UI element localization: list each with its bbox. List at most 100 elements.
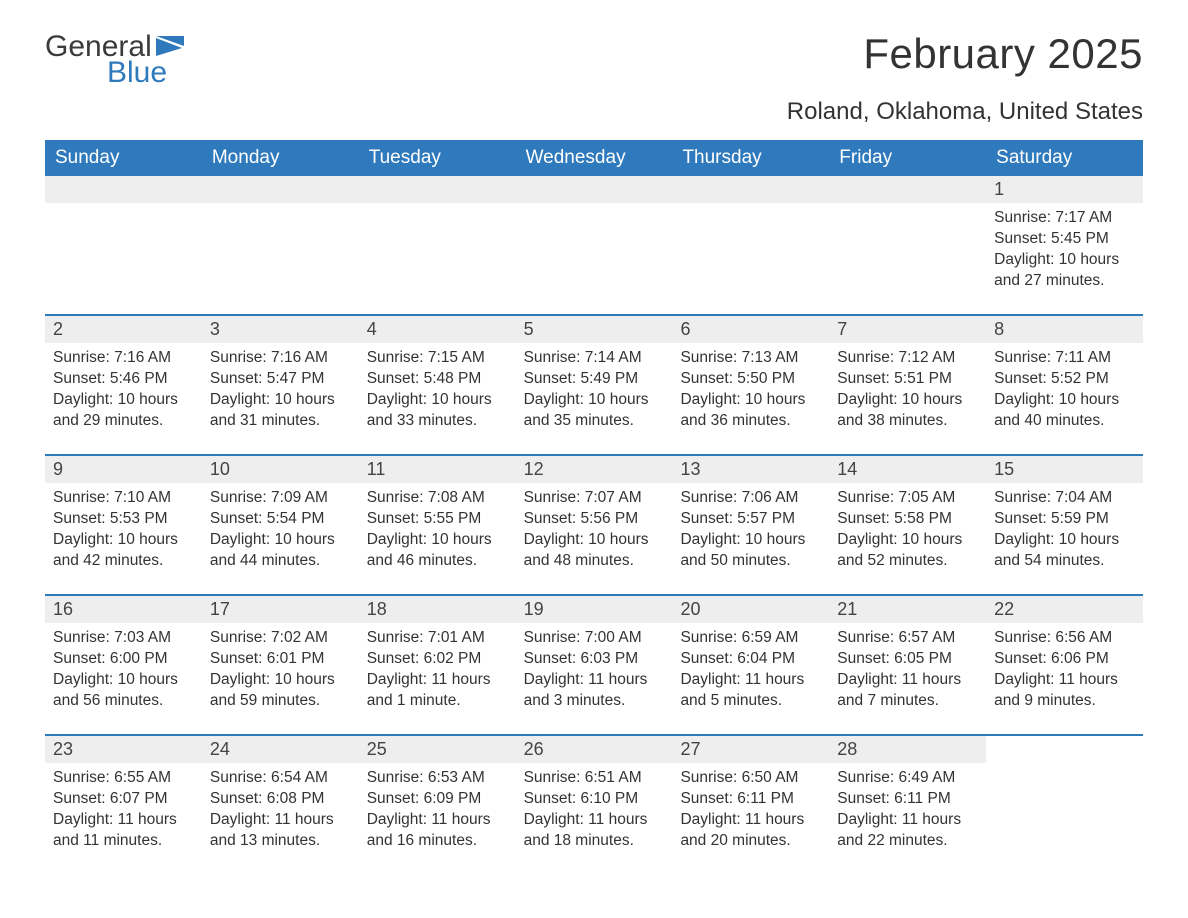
sunset-text: Sunset: 6:04 PM (680, 649, 821, 670)
day-number: 1 (986, 176, 1143, 203)
sunrise-text: Sunrise: 7:07 AM (524, 488, 665, 509)
daylight-text: Daylight: 10 hours and 52 minutes. (837, 530, 978, 572)
weekday-thursday: Thursday (672, 140, 829, 176)
sunset-text: Sunset: 6:05 PM (837, 649, 978, 670)
day-number (986, 736, 1143, 763)
sunset-text: Sunset: 6:11 PM (837, 789, 978, 810)
day-number: 24 (202, 736, 359, 763)
daylight-text: Daylight: 10 hours and 50 minutes. (680, 530, 821, 572)
day-24: 24Sunrise: 6:54 AMSunset: 6:08 PMDayligh… (202, 736, 359, 874)
day-number: 9 (45, 456, 202, 483)
sunrise-text: Sunrise: 7:13 AM (680, 348, 821, 369)
sunrise-text: Sunrise: 7:12 AM (837, 348, 978, 369)
day-number: 18 (359, 596, 516, 623)
sunset-text: Sunset: 6:09 PM (367, 789, 508, 810)
sunset-text: Sunset: 5:45 PM (994, 229, 1135, 250)
daylight-text: Daylight: 10 hours and 56 minutes. (53, 670, 194, 712)
day-details: Sunrise: 6:56 AMSunset: 6:06 PMDaylight:… (986, 623, 1143, 720)
day-number (829, 176, 986, 203)
day-number: 20 (672, 596, 829, 623)
day-details: Sunrise: 7:05 AMSunset: 5:58 PMDaylight:… (829, 483, 986, 580)
day-18: 18Sunrise: 7:01 AMSunset: 6:02 PMDayligh… (359, 596, 516, 734)
day-7: 7 Sunrise: 7:12 AMSunset: 5:51 PMDaylight… (829, 316, 986, 454)
daylight-text: Daylight: 11 hours and 5 minutes. (680, 670, 821, 712)
day-number: 3 (202, 316, 359, 343)
daylight-text: Daylight: 10 hours and 46 minutes. (367, 530, 508, 572)
day-12: 12Sunrise: 7:07 AMSunset: 5:56 PMDayligh… (516, 456, 673, 594)
day-2: 2Sunrise: 7:16 AMSunset: 5:46 PMDaylight… (45, 316, 202, 454)
daylight-text: Daylight: 10 hours and 27 minutes. (994, 250, 1135, 292)
weekday-monday: Monday (202, 140, 359, 176)
calendar: SundayMondayTuesdayWednesdayThursdayFrid… (45, 140, 1143, 874)
day-number: 25 (359, 736, 516, 763)
day-15: 15Sunrise: 7:04 AMSunset: 5:59 PMDayligh… (986, 456, 1143, 594)
day-number: 27 (672, 736, 829, 763)
sunrise-text: Sunrise: 6:54 AM (210, 768, 351, 789)
day-empty (672, 176, 829, 314)
day-8: 8Sunrise: 7:11 AMSunset: 5:52 PMDaylight… (986, 316, 1143, 454)
brand-logo: General Blue (45, 30, 184, 90)
day-details: Sunrise: 7:08 AMSunset: 5:55 PMDaylight:… (359, 483, 516, 580)
day-details: Sunrise: 6:51 AMSunset: 6:10 PMDaylight:… (516, 763, 673, 860)
day-number: 17 (202, 596, 359, 623)
day-empty (45, 176, 202, 314)
sunrise-text: Sunrise: 6:50 AM (680, 768, 821, 789)
sunset-text: Sunset: 5:49 PM (524, 369, 665, 390)
week-row: 9Sunrise: 7:10 AMSunset: 5:53 PMDaylight… (45, 454, 1143, 594)
sunrise-text: Sunrise: 6:56 AM (994, 628, 1135, 649)
day-number: 11 (359, 456, 516, 483)
daylight-text: Daylight: 10 hours and 36 minutes. (680, 390, 821, 432)
day-number (202, 176, 359, 203)
daylight-text: Daylight: 10 hours and 54 minutes. (994, 530, 1135, 572)
sunset-text: Sunset: 6:03 PM (524, 649, 665, 670)
sunrise-text: Sunrise: 7:16 AM (53, 348, 194, 369)
day-number (516, 176, 673, 203)
day-details: Sunrise: 7:11 AMSunset: 5:52 PMDaylight:… (986, 343, 1143, 440)
weekday-sunday: Sunday (45, 140, 202, 176)
day-16: 16Sunrise: 7:03 AMSunset: 6:00 PMDayligh… (45, 596, 202, 734)
day-details: Sunrise: 6:59 AMSunset: 6:04 PMDaylight:… (672, 623, 829, 720)
day-23: 23Sunrise: 6:55 AMSunset: 6:07 PMDayligh… (45, 736, 202, 874)
sunrise-text: Sunrise: 6:53 AM (367, 768, 508, 789)
day-details: Sunrise: 7:16 AMSunset: 5:46 PMDaylight:… (45, 343, 202, 440)
day-11: 11Sunrise: 7:08 AMSunset: 5:55 PMDayligh… (359, 456, 516, 594)
day-17: 17Sunrise: 7:02 AMSunset: 6:01 PMDayligh… (202, 596, 359, 734)
sunrise-text: Sunrise: 7:01 AM (367, 628, 508, 649)
sunset-text: Sunset: 5:47 PM (210, 369, 351, 390)
day-details: Sunrise: 7:04 AMSunset: 5:59 PMDaylight:… (986, 483, 1143, 580)
sunrise-text: Sunrise: 7:08 AM (367, 488, 508, 509)
sunset-text: Sunset: 6:07 PM (53, 789, 194, 810)
sunrise-text: Sunrise: 7:06 AM (680, 488, 821, 509)
day-22: 22Sunrise: 6:56 AMSunset: 6:06 PMDayligh… (986, 596, 1143, 734)
daylight-text: Daylight: 10 hours and 38 minutes. (837, 390, 978, 432)
day-1: 1Sunrise: 7:17 AMSunset: 5:45 PMDaylight… (986, 176, 1143, 314)
location-label: Roland, Oklahoma, United States (45, 98, 1143, 126)
day-13: 13Sunrise: 7:06 AMSunset: 5:57 PMDayligh… (672, 456, 829, 594)
day-empty (986, 736, 1143, 874)
sunrise-text: Sunrise: 6:59 AM (680, 628, 821, 649)
sunrise-text: Sunrise: 6:57 AM (837, 628, 978, 649)
week-row: 23Sunrise: 6:55 AMSunset: 6:07 PMDayligh… (45, 734, 1143, 874)
sunset-text: Sunset: 6:00 PM (53, 649, 194, 670)
sunset-text: Sunset: 6:11 PM (680, 789, 821, 810)
sunset-text: Sunset: 5:51 PM (837, 369, 978, 390)
day-number (672, 176, 829, 203)
day-number (45, 176, 202, 203)
daylight-text: Daylight: 10 hours and 31 minutes. (210, 390, 351, 432)
day-details: Sunrise: 7:07 AMSunset: 5:56 PMDaylight:… (516, 483, 673, 580)
day-number: 7 (829, 316, 986, 343)
day-number: 14 (829, 456, 986, 483)
day-25: 25Sunrise: 6:53 AMSunset: 6:09 PMDayligh… (359, 736, 516, 874)
day-number: 12 (516, 456, 673, 483)
daylight-text: Daylight: 10 hours and 44 minutes. (210, 530, 351, 572)
day-details: Sunrise: 7:14 AMSunset: 5:49 PMDaylight:… (516, 343, 673, 440)
day-details: Sunrise: 7:03 AMSunset: 6:00 PMDaylight:… (45, 623, 202, 720)
sunset-text: Sunset: 6:02 PM (367, 649, 508, 670)
daylight-text: Daylight: 10 hours and 59 minutes. (210, 670, 351, 712)
sunrise-text: Sunrise: 7:00 AM (524, 628, 665, 649)
sunset-text: Sunset: 5:59 PM (994, 509, 1135, 530)
sunset-text: Sunset: 6:10 PM (524, 789, 665, 810)
sunrise-text: Sunrise: 6:51 AM (524, 768, 665, 789)
day-number: 21 (829, 596, 986, 623)
day-5: 5Sunrise: 7:14 AMSunset: 5:49 PMDaylight… (516, 316, 673, 454)
